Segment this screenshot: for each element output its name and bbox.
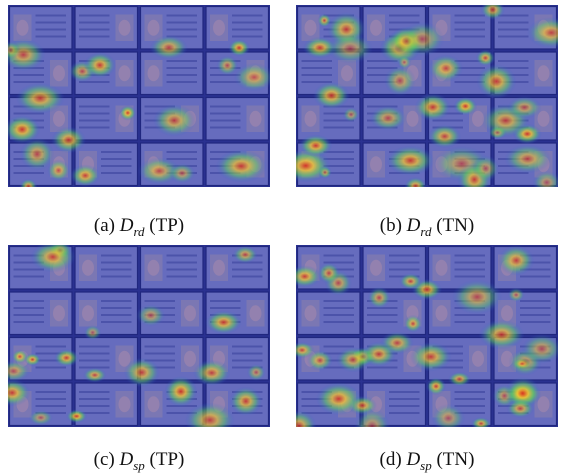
heat-blob	[476, 50, 495, 67]
heat-blob	[472, 155, 499, 181]
heatmap-image	[296, 5, 558, 187]
caption-tag: (TN)	[436, 449, 474, 470]
heat-blob	[124, 358, 160, 387]
heat-blob	[428, 124, 461, 148]
caption: (d) Dsp (TN)	[296, 449, 558, 474]
heatmap-panel	[296, 5, 558, 187]
heat-blob	[66, 409, 87, 423]
caption-subscript: rd	[133, 224, 144, 239]
heat-blob	[136, 304, 165, 326]
heat-blob	[506, 399, 534, 418]
caption-subscript: sp	[420, 458, 432, 473]
figure: (a) Drd (TP) (b) Drd (TN) (c) Dsp (TP) (…	[0, 0, 565, 476]
heat-blob	[247, 364, 266, 381]
heat-blob	[400, 22, 444, 57]
caption-symbol: D	[407, 215, 421, 236]
heat-blob	[119, 105, 136, 120]
heat-blob	[54, 349, 79, 367]
heat-blob	[307, 350, 333, 371]
heat-blob	[327, 33, 373, 64]
heat-blob	[28, 410, 53, 426]
heat-blob	[452, 279, 502, 314]
heat-blob	[164, 376, 197, 407]
heat-blob	[479, 320, 525, 350]
caption: (a) Drd (TP)	[8, 215, 270, 240]
heat-blob	[370, 105, 407, 130]
heat-blob	[84, 52, 116, 78]
heatmap-image	[8, 245, 270, 427]
heat-blob	[448, 372, 471, 387]
heat-blob	[429, 54, 464, 82]
heat-blob	[368, 287, 391, 309]
heat-blob	[193, 360, 231, 386]
caption-symbol: D	[119, 449, 133, 470]
heat-blob	[343, 107, 359, 122]
caption-tag: (TP)	[149, 215, 184, 236]
heat-blob	[150, 35, 188, 60]
caption: (c) Dsp (TP)	[8, 449, 270, 474]
heatmap-image	[296, 245, 558, 427]
heat-blob	[299, 135, 332, 157]
caption-label: (b)	[380, 215, 402, 236]
caption-label: (c)	[94, 449, 115, 470]
heat-blob	[84, 325, 101, 340]
caption-subscript: rd	[420, 224, 431, 239]
heat-blob	[426, 377, 446, 395]
heat-blob	[318, 262, 340, 284]
caption: (b) Drd (TN)	[296, 215, 558, 240]
caption-tag: (TP)	[150, 449, 185, 470]
heat-blob	[169, 163, 196, 183]
heat-blob	[70, 164, 100, 186]
heat-blob	[336, 347, 370, 373]
heat-blob	[453, 97, 477, 116]
heat-blob	[498, 245, 534, 276]
heat-blob	[51, 126, 86, 153]
heat-blob	[410, 342, 452, 372]
heat-blob	[504, 144, 551, 173]
heat-blob	[313, 82, 350, 109]
heat-blob	[316, 382, 362, 415]
heat-blob	[24, 353, 41, 366]
heat-blob	[476, 64, 516, 99]
heat-blob	[404, 315, 422, 333]
caption-label: (a)	[94, 215, 115, 236]
heat-blob	[387, 145, 435, 175]
heat-blob	[384, 65, 416, 96]
caption-symbol: D	[120, 215, 134, 236]
caption-subscript: sp	[133, 458, 145, 473]
heat-blob	[507, 96, 541, 119]
heat-blob	[20, 138, 55, 171]
caption-tag: (TN)	[436, 215, 474, 236]
heat-blob	[397, 55, 411, 69]
heatmap-panel	[8, 245, 270, 427]
caption-label: (d)	[380, 449, 402, 470]
heatmap-panel	[8, 5, 270, 187]
heatmap-panel	[296, 245, 558, 427]
heat-blob	[216, 149, 267, 182]
heat-blob	[229, 386, 262, 415]
heat-blob	[83, 368, 107, 383]
heat-blob	[399, 273, 422, 290]
heat-blob	[153, 104, 196, 137]
heat-blob	[508, 288, 525, 302]
heatmap-image	[8, 5, 270, 187]
heat-blob	[228, 39, 250, 57]
heat-blob	[414, 93, 450, 121]
heat-blob	[16, 83, 65, 114]
caption-symbol: D	[406, 449, 420, 470]
heat-blob	[233, 246, 258, 264]
heat-blob	[205, 310, 242, 334]
